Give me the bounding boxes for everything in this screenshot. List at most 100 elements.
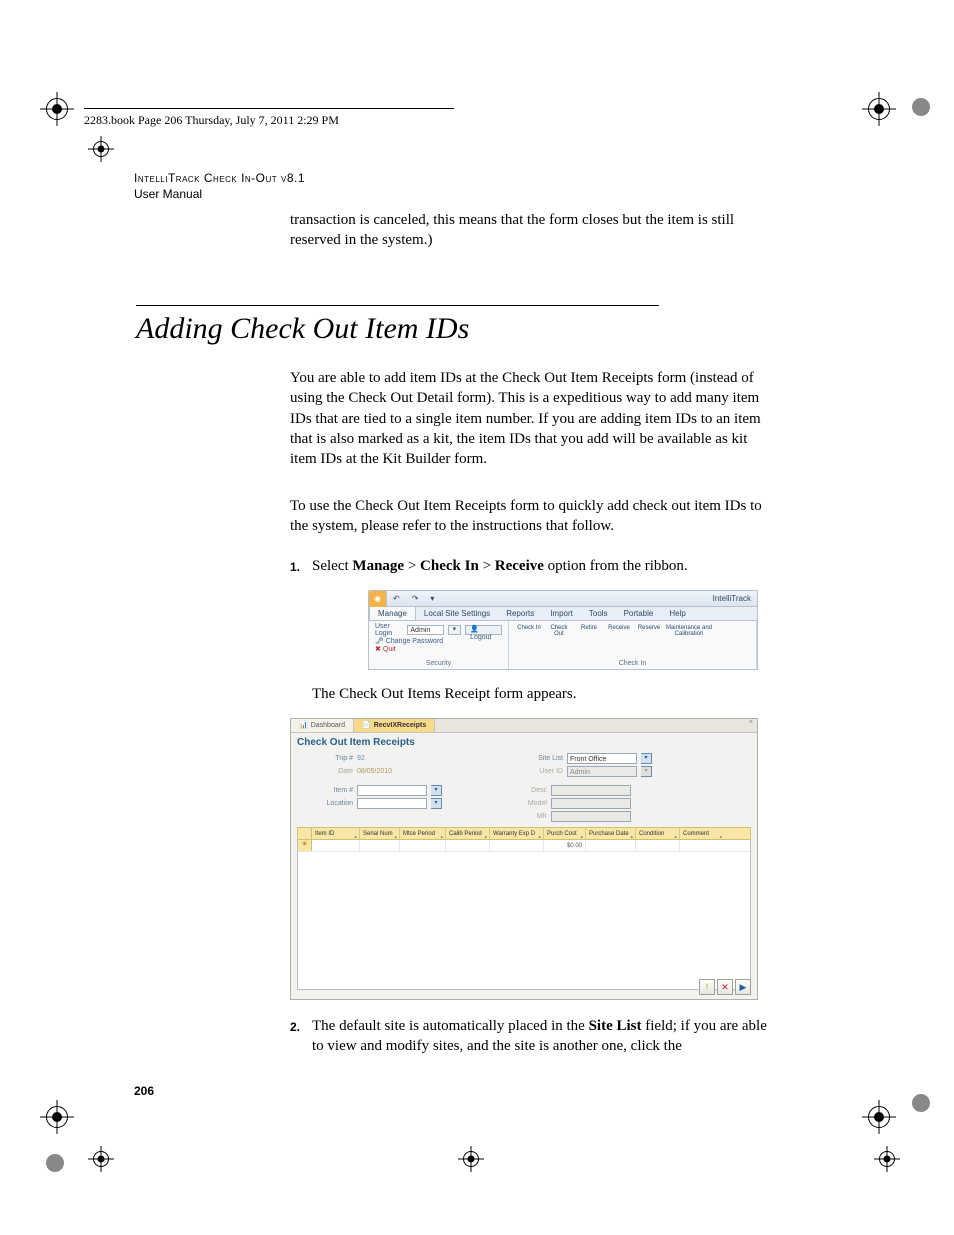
ribbon-group-checkin: Check In Check Out Retire Receive Reserv… [509,621,757,669]
cropmark-icon [88,136,114,162]
ribbon-tabs: Manage Local Site Settings Reports Impor… [369,607,757,621]
step-1: 1. Select Manage > Check In > Receive op… [290,556,775,576]
ribbon-tab-reports[interactable]: Reports [498,607,542,620]
form-tabs: 📊Dashboard 📄RecvIXReceipts × [291,719,757,733]
ribbon-btn-checkin[interactable]: Check In [515,625,543,638]
grid-new-row[interactable]: ✳ $0.00 [298,840,750,852]
form-tab-recvixreceipts[interactable]: 📄RecvIXReceipts [354,719,435,732]
field-label-trip: Trip # [297,755,353,762]
ribbon-group-checkin-label: Check In [515,659,750,667]
dropdown-icon[interactable]: ▾ [431,785,442,796]
step-1-bold-2: Check In [420,558,479,574]
ribbon-btn-checkout[interactable]: Check Out [545,625,573,638]
field-label-item: Item # [297,787,353,794]
product-title: IntelliTrack Check In-Out v8.1 [134,170,305,186]
step-1-body: Select Manage > Check In > Receive optio… [312,556,775,576]
step-1-bold-1: Manage [352,558,404,574]
cropmark-icon [40,1100,74,1134]
field-value-trip: 92 [357,755,365,762]
field-label-model: Model [507,800,547,807]
cropmark-dot-icon [46,1154,64,1172]
grid-col-purchcost[interactable]: Purch Cost▴ [544,828,586,839]
field-label-desc: Desc [507,787,547,794]
ribbon-brand: IntelliTrack [713,594,757,603]
ribbon-tab-tools[interactable]: Tools [581,607,616,620]
grid-col-mtceperiod[interactable]: Mtce Period▴ [400,828,446,839]
ribbon-tab-localsitesettings[interactable]: Local Site Settings [416,607,498,620]
form-tab-close-icon[interactable]: × [745,719,757,732]
paragraph-2: To use the Check Out Item Receipts form … [290,496,775,537]
ribbon-btn-reserve[interactable]: Reserve [635,625,663,638]
ribbon-body: User Login Admin ▾ 👤 Logout 🗝 Change Pas… [369,621,757,669]
userid-dropdown: Admin [567,766,637,777]
section-title: Adding Check Out Item IDs [136,312,469,346]
grid-col-calibperiod[interactable]: Calib Period▴ [446,828,490,839]
close-icon: ✖ [375,645,381,653]
caption-1: The Check Out Items Receipt form appears… [312,686,777,703]
form-warning-button[interactable]: ! [699,979,715,995]
ribbon-tab-portable[interactable]: Portable [616,607,662,620]
cropmark-dot-icon [912,98,930,116]
dropdown-icon: ▾ [641,766,652,777]
step-2-body: The default site is automatically placed… [312,1016,775,1057]
step-1-number: 1. [290,556,312,576]
form-header: Trip #92 Date08/05/2010 Site ListFront O… [291,752,757,782]
step-2-number: 2. [290,1016,312,1057]
ribbon-group-security-label: Security [375,659,502,667]
section-rule [136,305,659,306]
field-label-date: Date [297,768,353,775]
grid-cell-purchcost: $0.00 [544,840,586,851]
dropdown-icon[interactable]: ▾ [641,753,652,764]
step-1-suffix: option from the ribbon. [544,558,688,574]
intro-paragraph: transaction is canceled, this means that… [290,210,775,251]
field-label-userid: User ID [507,768,563,775]
qat-dropdown-icon[interactable]: ▾ [424,594,440,603]
cropmark-icon [458,1146,484,1172]
ribbon-btn-maintenance[interactable]: Maintenance and Calibration [665,625,713,638]
grid-col-comment[interactable]: Comment▴ [680,828,724,839]
qat-redo-icon[interactable]: ↷ [406,594,425,603]
sitelist-dropdown[interactable]: Front Office [567,753,637,764]
office-orb-icon[interactable]: ◉ [369,591,387,607]
grid-col-serialnum[interactable]: Serial Num▴ [360,828,400,839]
field-value-date: 08/05/2010 [357,768,392,775]
ribbon-tab-import[interactable]: Import [542,607,581,620]
page-number: 206 [134,1084,154,1098]
dropdown-icon[interactable]: ▾ [431,798,442,809]
ribbon-tab-manage[interactable]: Manage [369,607,416,620]
tab-icon: 📊 [299,719,308,733]
location-dropdown[interactable] [357,798,427,809]
grid-col-condition[interactable]: Condition▴ [636,828,680,839]
ribbon-btn-retire[interactable]: Retire [575,625,603,638]
qat-undo-icon[interactable]: ↶ [387,594,406,603]
mfr-field [551,811,631,822]
paragraph-1: You are able to add item IDs at the Chec… [290,368,775,469]
grid-col-warranty[interactable]: Warranty Exp D▴ [490,828,544,839]
cropmark-icon [40,92,74,126]
tab-icon: 📄 [362,719,371,733]
grid-col-purchdate[interactable]: Purchase Date▴ [586,828,636,839]
form-mid: Item # ▾ Location ▾ Desc Model Mfr [291,782,757,827]
grid-col-itemid[interactable]: Item ID▴ [312,828,360,839]
form-tab-dashboard[interactable]: 📊Dashboard [291,719,354,732]
running-head: IntelliTrack Check In-Out v8.1 User Manu… [134,170,305,202]
logout-button[interactable]: 👤 Logout [465,625,502,635]
step-1-sep-1: > [404,558,420,574]
user-login-dropdown[interactable]: ▾ [448,625,462,635]
cropmark-icon [862,92,896,126]
ribbon-btn-receive[interactable]: Receive [605,625,633,638]
quit-button[interactable]: ✖ Quit [375,645,502,653]
cropmark-dot-icon [912,1094,930,1112]
form-close-button[interactable]: ✕ [717,979,733,995]
doc-subtitle: User Manual [134,186,305,202]
user-login-value[interactable]: Admin [407,625,443,635]
cropmark-icon [88,1146,114,1172]
form-title: Check Out Item Receipts [291,733,757,752]
form-next-button[interactable]: ▶ [735,979,751,995]
step-2-bold-1: Site List [589,1018,642,1034]
page: 2283.book Page 206 Thursday, July 7, 201… [0,0,954,1235]
field-label-mfr: Mfr [507,813,547,820]
ribbon-tab-help[interactable]: Help [661,607,693,620]
item-dropdown[interactable] [357,785,427,796]
field-label-location: Location [297,800,353,807]
